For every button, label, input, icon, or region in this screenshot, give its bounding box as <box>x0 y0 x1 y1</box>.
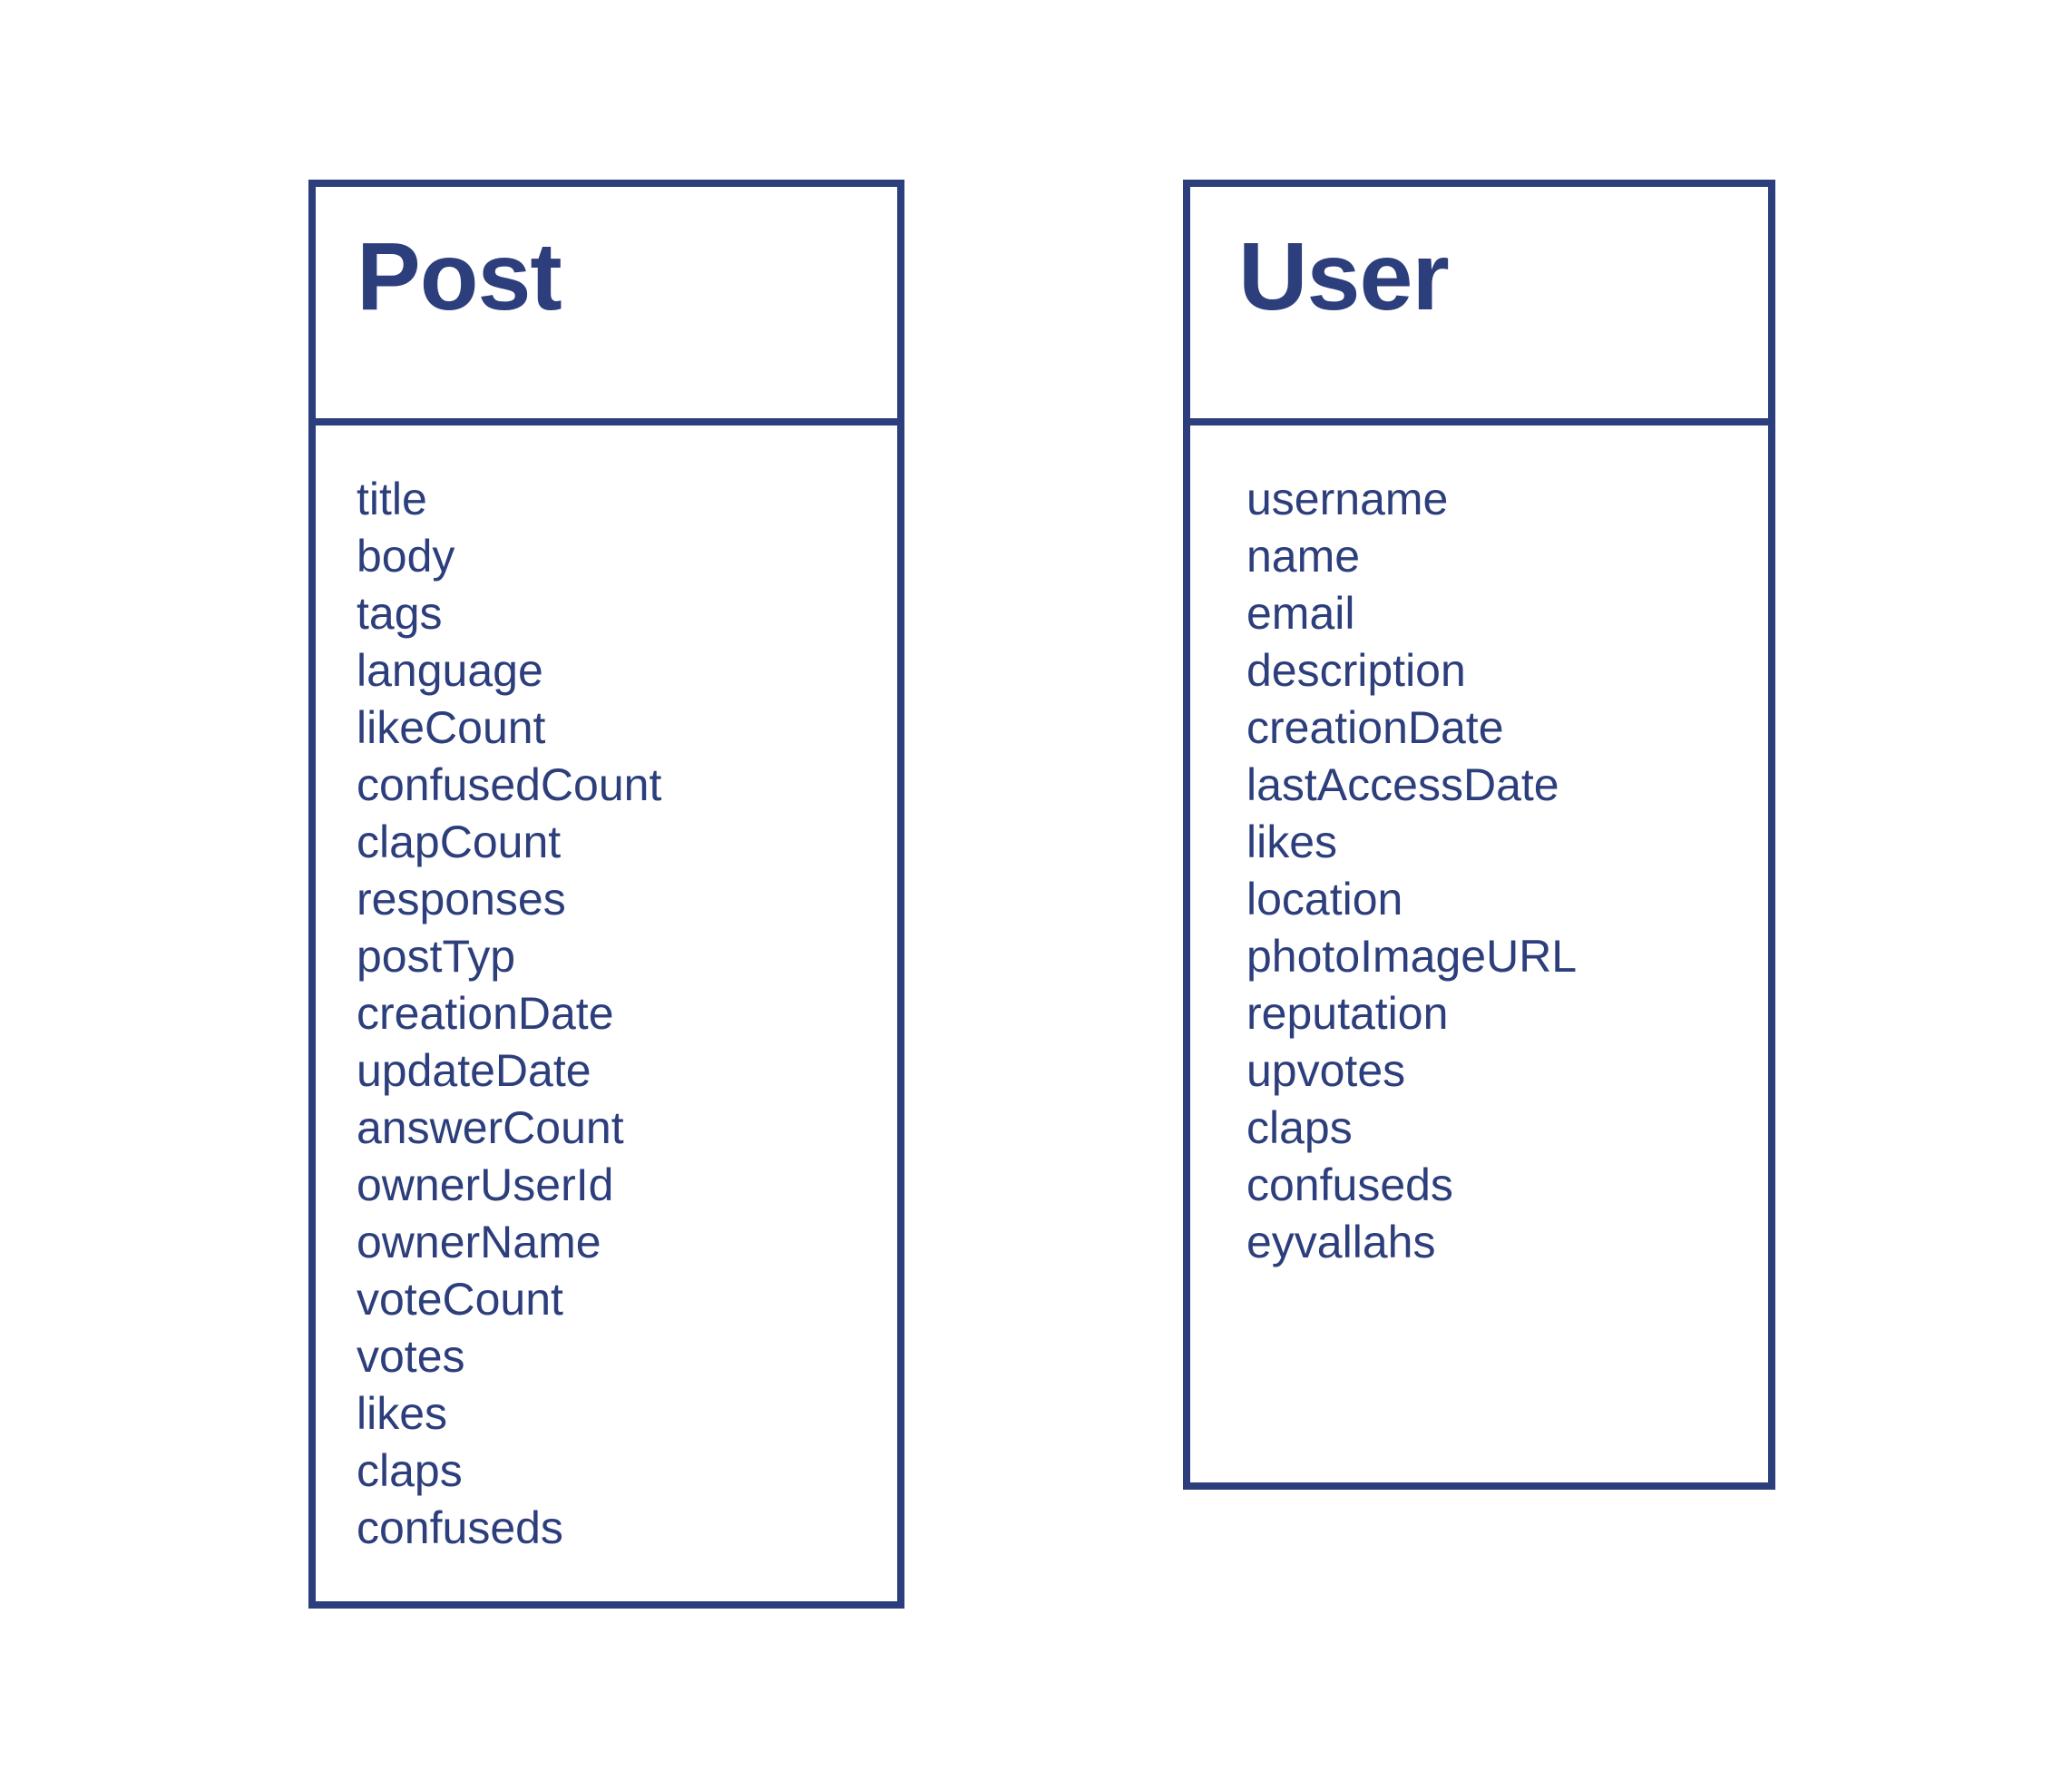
attribute-item: upvotes <box>1246 1045 1406 1096</box>
user-class-box: User username name email description creatio… <box>1183 180 1775 1490</box>
attribute-item: ownerName <box>357 1217 601 1267</box>
attribute-item: username <box>1246 474 1449 524</box>
attribute-item: confusedCount <box>357 759 662 810</box>
attribute-item: answerCount <box>357 1102 624 1153</box>
user-attribute-list: username name email description creationDate… <box>1246 471 1577 1271</box>
post-class-title: Post <box>357 223 562 330</box>
attribute-item: voteCount <box>357 1274 563 1325</box>
attribute-item: confuseds <box>1246 1159 1453 1210</box>
post-attribute-list: title body tags language likeCount confusedCo… <box>357 471 661 1557</box>
attribute-item: description <box>1246 645 1466 696</box>
attribute-item: lastAccessDate <box>1246 759 1559 810</box>
attribute-item: tags <box>357 588 443 639</box>
attribute-item: ownerUserId <box>357 1159 614 1210</box>
attribute-item: eyvallahs <box>1246 1217 1436 1267</box>
attribute-item: location <box>1246 874 1403 924</box>
attribute-item: responses <box>357 874 566 924</box>
attribute-item: name <box>1246 531 1361 582</box>
attribute-item: claps <box>357 1445 463 1496</box>
post-class-header: Post <box>316 187 897 425</box>
attribute-item: claps <box>1246 1102 1353 1153</box>
attribute-item: clapCount <box>357 817 562 867</box>
attribute-item: creationDate <box>1246 702 1504 753</box>
attribute-item: title <box>357 474 427 524</box>
user-class-header: User <box>1190 187 1768 425</box>
attribute-item: likeCount <box>357 702 546 753</box>
attribute-item: language <box>357 645 543 696</box>
post-class-box: Post title body tags language likeCount confu… <box>308 180 904 1609</box>
attribute-item: photoImageURL <box>1246 931 1578 982</box>
attribute-item: likes <box>1246 817 1338 867</box>
attribute-item: votes <box>357 1331 465 1382</box>
attribute-item: body <box>357 531 455 582</box>
attribute-item: updateDate <box>357 1045 591 1096</box>
attribute-item: likes <box>357 1388 448 1439</box>
attribute-item: confuseds <box>357 1502 563 1553</box>
user-class-title: User <box>1238 223 1450 330</box>
attribute-item: postTyp <box>357 931 516 982</box>
attribute-item: reputation <box>1246 988 1449 1039</box>
attribute-item: email <box>1246 588 1355 639</box>
attribute-item: creationDate <box>357 988 614 1039</box>
